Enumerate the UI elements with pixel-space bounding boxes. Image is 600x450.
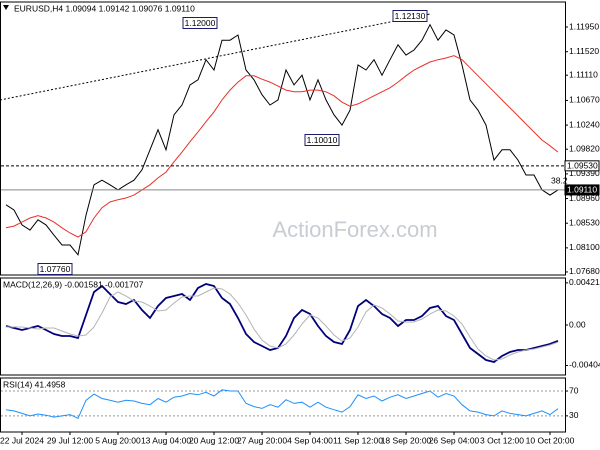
y-tick-label: 0.00 — [569, 319, 586, 329]
y-tick-label: 30 — [569, 410, 579, 420]
y-tick-label: 1.11110 — [569, 69, 598, 79]
panel-frame — [0, 377, 566, 433]
price-level-box — [564, 184, 600, 196]
x-tick-label: 10 Oct 20:00 — [526, 435, 575, 445]
price-annotation-box — [304, 134, 340, 146]
trend-line — [0, 13, 431, 101]
x-tick-label: 4 Sep 04:00 — [287, 435, 333, 445]
price-annotation-box — [392, 10, 428, 22]
series-line — [5, 23, 559, 256]
x-tick-label: 29 Jul 12:00 — [47, 435, 94, 445]
y-tick-label: 1.09820 — [569, 143, 600, 153]
watermark: ActionForex.com — [272, 217, 437, 242]
y-tick-label: 1.11520 — [569, 46, 599, 56]
price-level-label: 1.09110 — [567, 185, 597, 195]
panel-title: RSI(14) 41.4958 — [3, 379, 66, 389]
price-level-box — [564, 160, 600, 172]
y-tick-label: 1.07680 — [569, 266, 600, 276]
y-tick-label: -0.004047 — [569, 360, 600, 370]
series-line — [5, 55, 559, 238]
x-tick-label: 3 Oct 12:00 — [480, 435, 524, 445]
y-tick-label: 1.11950 — [569, 21, 599, 31]
series-line — [5, 389, 559, 419]
price-annotation: 1.07760 — [40, 264, 71, 274]
symbol-icon — [3, 5, 9, 10]
x-tick-label: 5 Aug 20:00 — [95, 435, 141, 445]
price-annotation: 1.12000 — [185, 18, 216, 28]
price-annotation-box — [37, 263, 73, 275]
series-line — [6, 287, 559, 361]
y-tick-label: 1.08100 — [569, 242, 600, 252]
y-tick-label: 1.09390 — [569, 168, 600, 178]
y-tick-label: 1.10240 — [569, 119, 600, 129]
y-tick-label: 1.08530 — [569, 217, 600, 227]
series-line — [5, 283, 559, 363]
y-tick-label: 1.08960 — [569, 193, 600, 203]
x-tick-label: 11 Sep 12:00 — [333, 435, 383, 445]
panel-title: EURUSD,H4 1.09094 1.09142 1.09076 1.0911… — [14, 3, 195, 13]
panel-frame — [0, 1, 566, 276]
price-level-label: 1.09530 — [567, 161, 598, 171]
x-tick-label: 27 Aug 20:00 — [237, 435, 287, 445]
price-annotation: 1.10010 — [307, 135, 338, 145]
y-tick-label: 1.10670 — [569, 95, 600, 105]
panel-frame — [0, 277, 566, 376]
x-tick-label: 18 Sep 20:00 — [381, 435, 432, 445]
fib-label: 38.2 — [551, 175, 568, 185]
panel-title: MACD(12,26,9) -0.001581 -0.001707 — [3, 279, 144, 289]
y-tick-label: 70 — [569, 385, 579, 395]
y-tick-label: 0.004214 — [569, 277, 600, 287]
price-annotation-box — [182, 17, 218, 29]
x-tick-label: 26 Sep 04:00 — [429, 435, 480, 445]
price-annotation: 1.12130 — [395, 11, 426, 21]
x-tick-label: 20 Aug 12:00 — [189, 435, 239, 445]
x-tick-label: 13 Aug 04:00 — [141, 435, 191, 445]
x-tick-label: 22 Jul 2024 — [0, 435, 44, 445]
